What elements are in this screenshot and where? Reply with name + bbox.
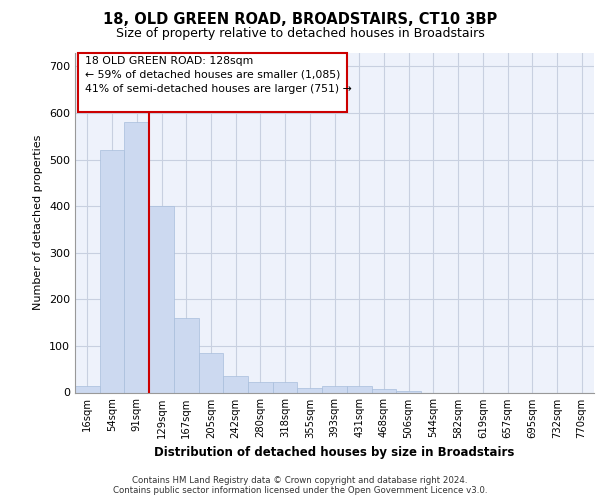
Bar [322,386,347,392]
FancyBboxPatch shape [77,52,347,112]
Text: 18, OLD GREEN ROAD, BROADSTAIRS, CT10 3BP: 18, OLD GREEN ROAD, BROADSTAIRS, CT10 3B… [103,12,497,28]
Bar [174,318,199,392]
Bar [149,206,174,392]
Bar [347,386,371,392]
Bar [298,388,322,392]
X-axis label: Distribution of detached houses by size in Broadstairs: Distribution of detached houses by size … [154,446,515,459]
Text: Contains HM Land Registry data © Crown copyright and database right 2024.
Contai: Contains HM Land Registry data © Crown c… [113,476,487,495]
Bar [223,376,248,392]
Bar [248,382,273,392]
Bar [100,150,124,392]
Bar [273,382,298,392]
Bar [124,122,149,392]
Bar [75,386,100,392]
Y-axis label: Number of detached properties: Number of detached properties [34,135,43,310]
Bar [371,389,396,392]
Bar [199,353,223,393]
Text: 18 OLD GREEN ROAD: 128sqm
← 59% of detached houses are smaller (1,085)
41% of se: 18 OLD GREEN ROAD: 128sqm ← 59% of detac… [85,56,352,94]
Text: Size of property relative to detached houses in Broadstairs: Size of property relative to detached ho… [116,28,484,40]
Bar [396,390,421,392]
